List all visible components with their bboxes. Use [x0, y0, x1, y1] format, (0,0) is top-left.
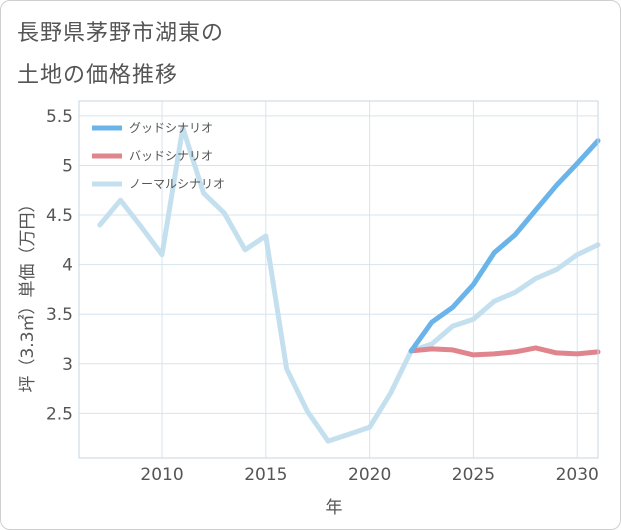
series-line-2 — [97, 125, 601, 444]
x-tick-label: 2015 — [244, 465, 287, 485]
y-tick-label: 5.5 — [46, 107, 73, 127]
legend-label: バッドシナリオ — [129, 149, 213, 163]
y-tick-label: 5 — [62, 156, 73, 176]
x-tick-labels: 2010 2015 2020 2025 2030 — [140, 465, 598, 485]
x-tick-label: 2010 — [140, 465, 183, 485]
legend-label: ノーマルシナリオ — [129, 177, 225, 191]
y-tick-labels: 2.5 3 3.5 4 4.5 5 5.5 — [46, 107, 73, 425]
x-tick-label: 2020 — [348, 465, 391, 485]
x-tick-label: 2030 — [556, 465, 599, 485]
series-lines — [97, 125, 601, 444]
y-tick-label: 3.5 — [46, 305, 73, 325]
series-line-1 — [408, 345, 601, 358]
legend-label: グッドシナリオ — [129, 121, 213, 135]
grid-lines — [79, 101, 598, 458]
series-line-0 — [408, 138, 601, 354]
chart-title-line2: 土地の価格推移 — [17, 63, 179, 88]
x-axis-label: 年 — [326, 498, 343, 518]
y-axis-label: 坪（3.3㎡）単価（万円） — [18, 195, 38, 392]
chart-title-line1: 長野県茅野市湖東の — [17, 21, 225, 46]
plot-area-border — [78, 100, 599, 459]
y-tick-label: 4.5 — [46, 206, 73, 226]
y-tick-label: 3 — [62, 355, 73, 375]
y-tick-label: 2.5 — [46, 404, 73, 424]
x-tick-label: 2025 — [452, 465, 495, 485]
y-tick-label: 4 — [62, 256, 73, 276]
